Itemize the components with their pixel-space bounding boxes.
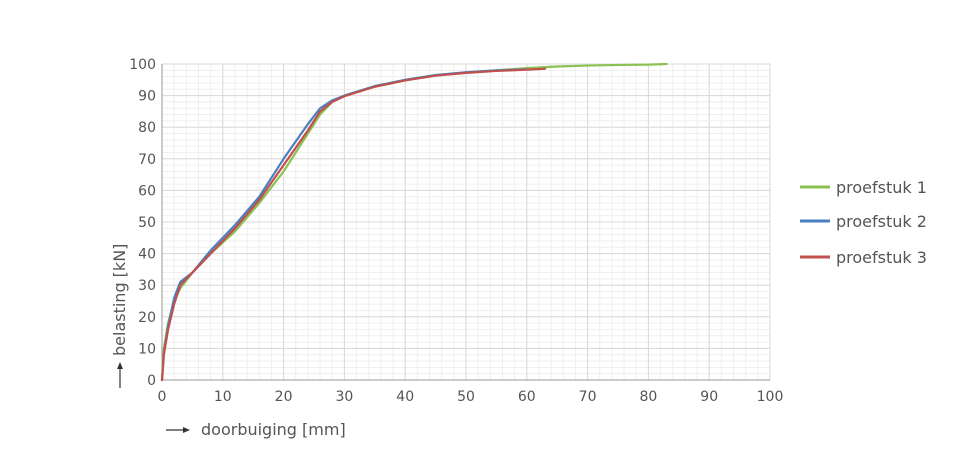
y-tick-label: 60 (138, 183, 156, 199)
y-tick-label: 10 (138, 341, 156, 357)
legend-label-proefstuk-2: proefstuk 2 (836, 212, 927, 231)
y-tick-label: 80 (138, 120, 156, 136)
legend-item-proefstuk-1: proefstuk 1 (800, 178, 927, 197)
grid (161, 63, 771, 381)
series-lines (160, 62, 668, 382)
y-tick-label: 30 (138, 278, 156, 294)
y-tick-label: 100 (129, 57, 156, 73)
x-tick-label: 40 (396, 389, 414, 405)
y-tick-labels: 0 10 20 30 40 50 60 70 80 90 100 (129, 57, 156, 389)
x-tick-label: 30 (335, 389, 353, 405)
x-tick-label: 70 (579, 389, 597, 405)
x-tick-label: 80 (639, 389, 657, 405)
x-tick-labels: 0 10 20 30 40 50 60 70 80 90 100 (158, 389, 784, 405)
x-axis-title-group: doorbuiging [mm] (166, 420, 346, 439)
legend-label-proefstuk-3: proefstuk 3 (836, 248, 927, 267)
legend-label-proefstuk-1: proefstuk 1 (836, 178, 927, 197)
y-tick-label: 40 (138, 247, 156, 263)
x-tick-label: 60 (518, 389, 536, 405)
legend: proefstuk 1 proefstuk 2 proefstuk 3 (800, 178, 927, 267)
y-tick-label: 90 (138, 89, 156, 105)
y-axis-title: belasting [kN] (110, 244, 129, 356)
x-tick-label: 10 (214, 389, 232, 405)
x-axis-arrow-head (183, 427, 190, 433)
y-tick-label: 70 (138, 152, 156, 168)
x-tick-label: 50 (457, 389, 475, 405)
axes (161, 64, 770, 381)
x-axis-title: doorbuiging [mm] (201, 420, 346, 439)
y-axis-title-group: belasting [kN] (110, 244, 129, 388)
y-tick-label: 0 (147, 373, 156, 389)
series-line-proefstuk-3 (160, 67, 547, 382)
legend-item-proefstuk-2: proefstuk 2 (800, 212, 927, 231)
x-tick-label: 100 (757, 389, 784, 405)
x-tick-label: 0 (158, 389, 167, 405)
x-tick-label: 90 (700, 389, 718, 405)
y-tick-label: 20 (138, 310, 156, 326)
x-tick-label: 20 (275, 389, 293, 405)
y-axis-arrow-head (117, 362, 123, 369)
y-tick-label: 50 (138, 215, 156, 231)
legend-item-proefstuk-3: proefstuk 3 (800, 248, 927, 267)
